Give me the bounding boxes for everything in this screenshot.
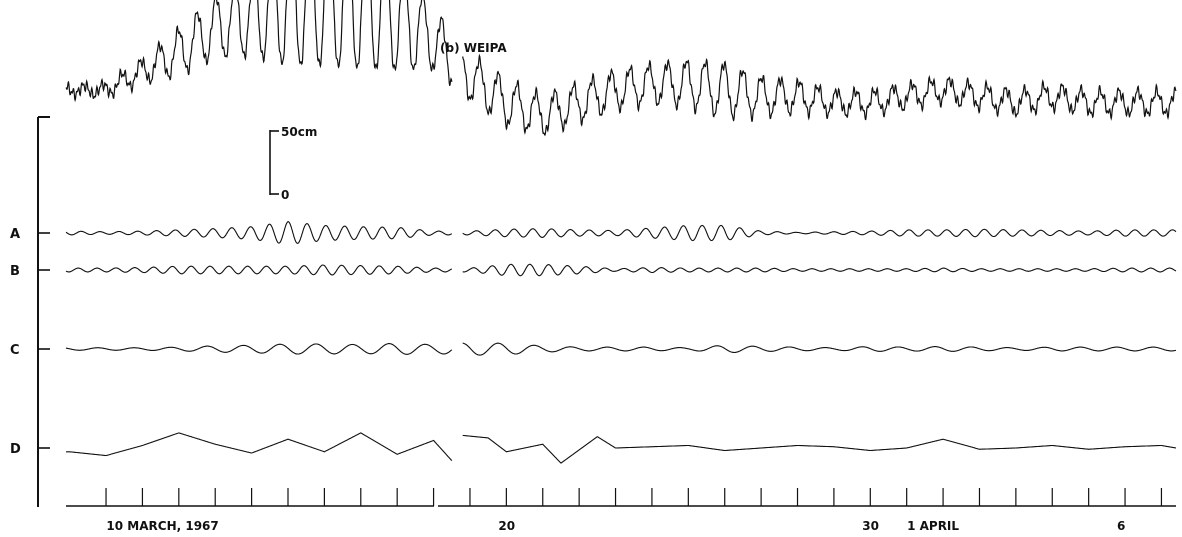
series-c-trace-2 [462,342,1177,356]
scale-bar: 50cm 0 [269,125,317,202]
panel-title: (b) WEIPA [440,41,507,55]
scale-bar-top-label: 50cm [281,125,317,139]
x-tick-label: 6 [1117,519,1125,533]
series-label-a: A [10,227,20,242]
series-label-c: C [10,343,20,358]
series-d-trace-2 [462,434,1177,464]
series-observed-trace-2 [462,53,1177,137]
time-axis: 10 MARCH, 1967 20 30 1 APRIL 6 [66,488,1176,533]
series-b: B [10,263,1177,279]
series-label-d: D [10,442,21,457]
x-tick-label: 1 APRIL [907,519,959,533]
series-observed [65,0,1177,137]
series-c: C [10,342,1177,358]
series-a: A [10,221,1177,244]
series-observed-trace-1 [65,0,453,103]
series-b-trace-1 [65,264,453,276]
x-tick-label: 20 [498,519,515,533]
series-d: D [10,432,1177,464]
series-b-trace-2 [462,263,1177,277]
series-a-trace-1 [65,221,453,244]
series-c-trace-1 [65,343,453,355]
x-tick-label: 30 [862,519,879,533]
series-layer: A B C D [10,0,1177,464]
series-a-trace-2 [462,224,1177,242]
series-label-b: B [10,264,20,279]
x-tick-label: 10 MARCH, 1967 [106,519,218,533]
figure-frame [37,116,50,507]
series-d-trace-1 [66,432,453,461]
scale-bar-bottom-label: 0 [281,188,289,202]
